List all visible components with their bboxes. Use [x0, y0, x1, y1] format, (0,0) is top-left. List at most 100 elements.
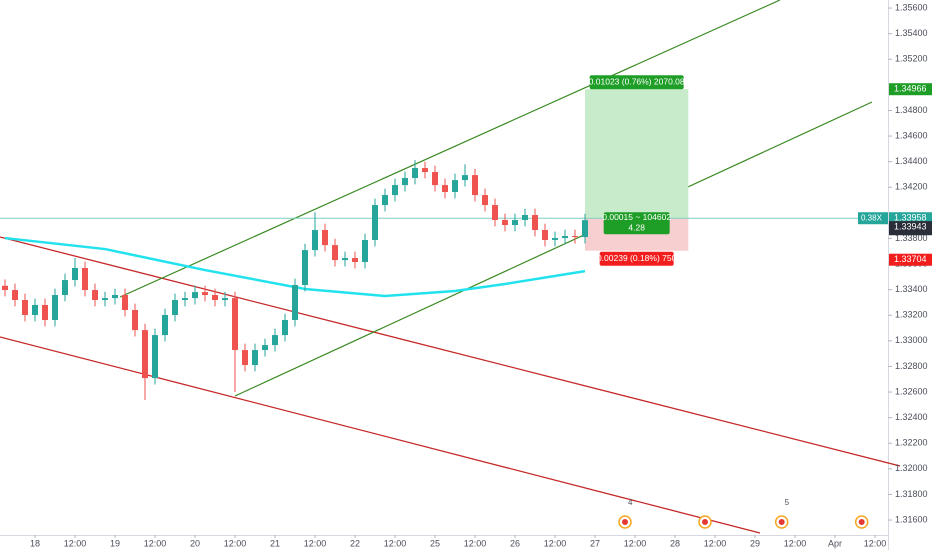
candle-body	[272, 335, 278, 346]
y-tick-label: 1.34200	[895, 182, 928, 192]
y-tick-label: 1.35400	[895, 28, 928, 38]
candle-body	[372, 205, 378, 240]
x-tick-label: 19	[110, 538, 120, 548]
candle-body	[312, 229, 318, 251]
x-tick-label: 29	[750, 538, 760, 548]
event-icon-inner	[778, 519, 785, 525]
y-tick-label: 1.33800	[895, 233, 928, 243]
candle-body	[402, 178, 408, 186]
candle-body	[432, 172, 438, 186]
candle-body	[552, 238, 558, 240]
candle-body	[132, 309, 138, 331]
candle-body	[412, 168, 418, 179]
y-tick-label: 1.32800	[895, 361, 928, 371]
candle-body	[282, 319, 288, 336]
ratio-tag: 0.38X	[861, 213, 883, 222]
y-tick-label: 1.32400	[895, 412, 928, 422]
candle-body	[262, 345, 268, 351]
candle-body	[142, 330, 148, 379]
y-tick-label: 1.34400	[895, 156, 928, 166]
target-price-tag-box	[889, 83, 932, 96]
y-tick-label: 1.35200	[895, 54, 928, 64]
candle-body	[112, 295, 118, 299]
moving-average	[4, 236, 586, 298]
candle-body	[562, 236, 568, 239]
candle-body	[332, 245, 338, 261]
last-price-tag: 1.33943	[894, 222, 927, 232]
candle-body	[152, 335, 158, 379]
candle-body	[182, 298, 188, 301]
y-tick-label: 1.34800	[895, 105, 928, 115]
y-tick-label: 1.33000	[895, 335, 928, 345]
y-tick-label: 1.31800	[895, 489, 928, 499]
y-tick-label: 1.32000	[895, 463, 928, 473]
x-tick-label: 12:00	[144, 538, 167, 548]
candle-body	[22, 300, 28, 315]
candle-body	[2, 285, 8, 291]
loss-label: 0.00239 (0.18%) 750	[597, 253, 677, 263]
candle-body	[492, 205, 498, 221]
y-tick-label: 1.31600	[895, 514, 928, 524]
x-tick-label: 12:00	[704, 538, 727, 548]
candle-body	[392, 185, 398, 196]
candle-body	[12, 290, 18, 301]
x-tick-label: 21	[270, 538, 280, 548]
channel-line-red-upper	[0, 236, 901, 467]
x-tick-label: 18	[30, 538, 40, 548]
candle-body	[502, 220, 508, 226]
ratio-label: 4.28	[628, 222, 645, 232]
x-tick-label: 12:00	[64, 538, 87, 548]
candle-body	[302, 250, 308, 286]
candle-body	[512, 220, 518, 226]
y-tick-label: 1.33400	[895, 284, 928, 294]
candle-body	[322, 229, 328, 246]
y-tick-label: 1.34600	[895, 130, 928, 140]
profit-label-box	[589, 75, 684, 90]
loss-label-box	[599, 251, 674, 266]
x-tick-label: 12:00	[304, 538, 327, 548]
x-tick-label: 22	[350, 538, 360, 548]
x-tick-label: Apr	[828, 538, 842, 548]
candle-body	[62, 280, 68, 296]
candle-body	[122, 295, 128, 310]
event-icon-inner	[858, 519, 865, 525]
candle-body	[292, 285, 298, 320]
candle-body	[422, 168, 428, 173]
event-count: 5	[785, 498, 790, 507]
mid-label-box	[603, 212, 670, 235]
x-tick-label: 12:00	[464, 538, 487, 548]
candle-body	[582, 220, 588, 238]
candle-body	[252, 350, 258, 366]
x-tick-label: 27	[590, 538, 600, 548]
candle-body	[52, 295, 58, 320]
candle-body	[222, 298, 228, 301]
profit-zone	[585, 89, 689, 219]
channel-line-red-lower	[0, 336, 761, 534]
ratio-tag-box	[858, 212, 888, 225]
x-tick-label: 26	[510, 538, 520, 548]
x-tick-label: 12:00	[384, 538, 407, 548]
candle-body	[382, 195, 388, 206]
candle-body	[202, 292, 208, 296]
event-icon-inner	[622, 519, 628, 525]
candle-body	[82, 268, 88, 291]
stop-price-tag-box	[889, 253, 932, 266]
y-tick-label: 1.32600	[895, 386, 928, 396]
candle-body	[452, 180, 458, 192]
mid-label: 0.00015 ~ 104602	[602, 212, 671, 222]
candle-body	[342, 258, 348, 261]
candle-body	[442, 185, 448, 192]
candle-body	[232, 298, 238, 351]
candle-body	[42, 305, 48, 320]
candle-body	[542, 229, 548, 240]
candle-body	[572, 236, 578, 238]
target-price-tag: 1.34966	[894, 84, 927, 94]
event-count: 4	[628, 498, 633, 507]
x-tick-label: 28	[670, 538, 680, 548]
candle-body	[172, 300, 178, 315]
candle-body	[32, 305, 38, 315]
x-tick-label: 25	[430, 538, 440, 548]
profit-label: 0.01023 (0.76%) 2070.08	[589, 76, 685, 86]
